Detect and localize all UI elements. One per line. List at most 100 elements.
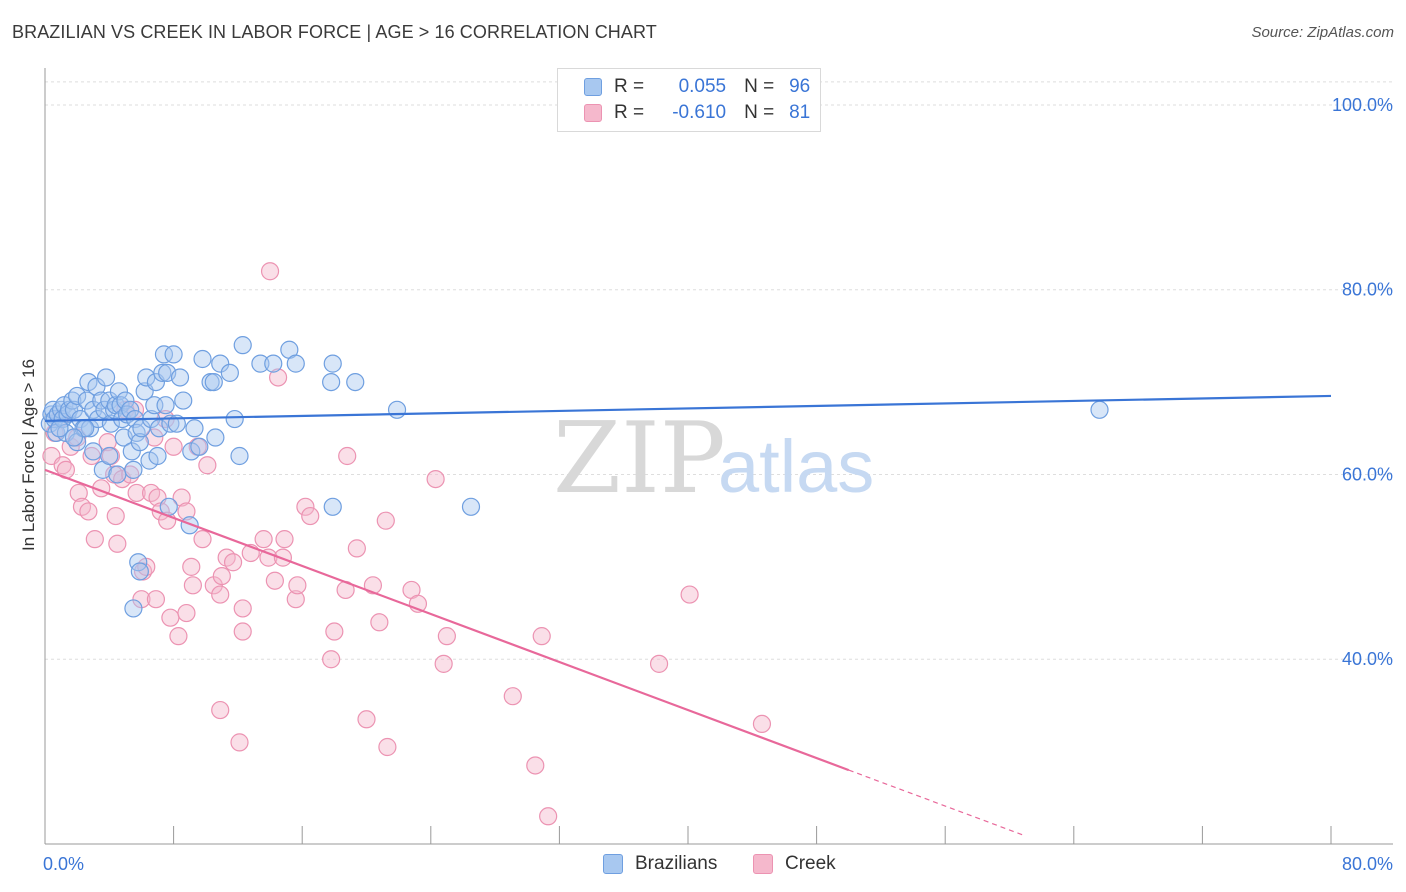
brazilian-point bbox=[96, 368, 116, 387]
creek-point bbox=[268, 368, 288, 387]
creek-point bbox=[127, 483, 146, 503]
brazilian-point bbox=[108, 465, 127, 484]
creek-point bbox=[164, 437, 183, 456]
brazilian-point bbox=[1090, 400, 1109, 419]
brazilian-point bbox=[153, 363, 172, 382]
brazilian-point bbox=[461, 497, 481, 516]
brazilian-point bbox=[87, 377, 106, 396]
creek-point bbox=[85, 530, 104, 549]
creek-point bbox=[288, 576, 307, 595]
creek-point bbox=[230, 733, 249, 752]
creek-point bbox=[370, 613, 389, 632]
creek-point bbox=[437, 627, 456, 646]
brazilian-point bbox=[193, 349, 212, 369]
brazilian-point bbox=[286, 354, 305, 373]
watermark-zip: ZIP bbox=[553, 402, 726, 516]
y-tick-label: 100.0% bbox=[1332, 95, 1393, 115]
creek-trendline bbox=[44, 468, 850, 772]
creek-point bbox=[378, 737, 397, 757]
creek-point bbox=[108, 534, 127, 553]
legend-n-value: 96 bbox=[789, 76, 811, 97]
creek-point bbox=[223, 553, 243, 572]
creek-point bbox=[376, 511, 395, 530]
bottom-legend-swatch-pink bbox=[753, 854, 773, 874]
brazilian-point bbox=[174, 391, 193, 410]
brazilian-points bbox=[40, 336, 1109, 618]
brazilian-point bbox=[116, 391, 135, 410]
brazilian-point bbox=[130, 562, 149, 581]
brazilian-point bbox=[346, 372, 365, 392]
creek-point bbox=[680, 585, 699, 604]
brazilian-point bbox=[225, 409, 244, 429]
brazilian-point bbox=[204, 372, 223, 392]
creek-point bbox=[211, 585, 230, 604]
brazilian-point bbox=[387, 400, 407, 419]
legend-row-brazilians: R = 0.055 N = 96 bbox=[584, 76, 810, 98]
brazilian-point bbox=[124, 599, 143, 618]
creek-point bbox=[183, 576, 202, 595]
creek-point bbox=[254, 530, 273, 549]
creek-point bbox=[503, 687, 522, 706]
brazilian-point bbox=[109, 382, 129, 401]
creek-point bbox=[177, 603, 196, 623]
creek-point bbox=[357, 710, 376, 729]
trendlines bbox=[44, 394, 1332, 836]
creek-point bbox=[193, 530, 212, 549]
brazilian-point bbox=[180, 516, 199, 535]
creek-point bbox=[275, 530, 294, 549]
watermark: ZIP atlas bbox=[553, 402, 874, 516]
gridlines bbox=[45, 81, 1393, 660]
brazilian-point bbox=[156, 396, 175, 415]
tick-labels: 40.0% 60.0% 80.0% 100.0% 0.0% 80.0% bbox=[43, 95, 1393, 874]
axes bbox=[44, 68, 1393, 845]
legend-row-creek: R = -0.610 N = 81 bbox=[584, 102, 810, 124]
legend-n-value: 81 bbox=[789, 102, 811, 123]
brazilian-point bbox=[220, 363, 239, 382]
brazilian-point bbox=[64, 400, 84, 419]
x-tick-label: 0.0% bbox=[43, 854, 84, 874]
creek-point bbox=[233, 622, 252, 641]
creek-point bbox=[145, 428, 164, 447]
creek-point bbox=[325, 622, 344, 641]
legend-r-label: R = bbox=[614, 102, 645, 123]
brazilian-point bbox=[251, 354, 270, 373]
brazilian-point bbox=[150, 419, 169, 438]
brazilian-point bbox=[211, 354, 230, 373]
brazilian-point bbox=[185, 419, 204, 438]
creek-point bbox=[265, 571, 284, 590]
legend-swatch-blue bbox=[584, 78, 602, 96]
brazilian-point bbox=[164, 345, 183, 364]
creek-point bbox=[338, 446, 357, 466]
y-tick-label: 60.0% bbox=[1342, 464, 1393, 484]
brazilian-point bbox=[206, 428, 225, 447]
brazilian-point bbox=[322, 372, 341, 392]
x-tick-label: 80.0% bbox=[1342, 854, 1393, 874]
brazilian-point bbox=[50, 419, 69, 438]
brazilian-point bbox=[190, 437, 209, 456]
creek-point bbox=[146, 590, 166, 609]
creek-point bbox=[434, 654, 453, 673]
brazilian-point bbox=[323, 354, 342, 373]
creek-point bbox=[260, 262, 280, 281]
brazilian-point bbox=[170, 368, 190, 387]
brazilian-point bbox=[323, 497, 342, 516]
brazilian-point bbox=[77, 391, 96, 410]
brazilian-trendline bbox=[44, 394, 1332, 422]
brazilian-point bbox=[148, 446, 167, 466]
creek-point bbox=[172, 488, 191, 507]
creek-point bbox=[363, 576, 383, 595]
bottom-legend-label: Brazilians bbox=[635, 853, 718, 874]
creek-point bbox=[752, 714, 772, 734]
brazilian-point bbox=[233, 336, 252, 355]
brazilian-point bbox=[124, 460, 143, 479]
legend: R = 0.055 N = 96 R = -0.610 N = 81 bbox=[557, 68, 821, 132]
watermark-atlas: atlas bbox=[718, 425, 874, 508]
bottom-legend-creek: Creek bbox=[753, 851, 836, 877]
creek-point bbox=[69, 483, 88, 503]
chart-source: Source: ZipAtlas.com bbox=[1251, 24, 1394, 41]
legend-r-label: R = bbox=[614, 76, 645, 97]
creek-point bbox=[301, 506, 320, 526]
creek-points bbox=[42, 262, 772, 826]
brazilian-point bbox=[130, 433, 149, 452]
